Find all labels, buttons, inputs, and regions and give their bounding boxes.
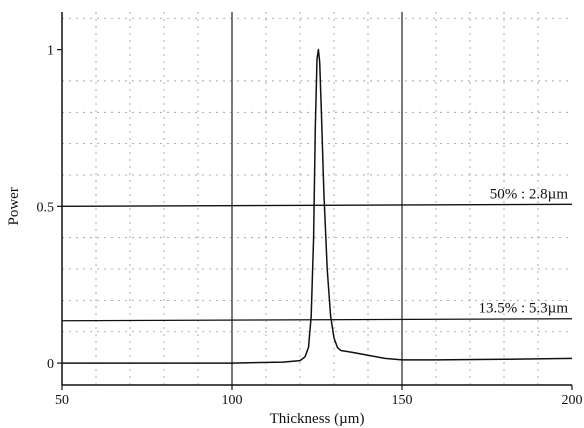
reference-line-label: 13.5% : 5.3µm bbox=[479, 301, 569, 317]
reference-line-label: 50% : 2.8µm bbox=[490, 186, 569, 202]
x-axis-label: Thickness (µm) bbox=[270, 411, 365, 427]
y-tick-label: 1 bbox=[47, 44, 54, 59]
y-tick-label: 0.5 bbox=[37, 200, 55, 215]
grid bbox=[62, 12, 572, 385]
y-tick-label: 0 bbox=[47, 357, 54, 372]
reference-line bbox=[61, 203, 573, 207]
x-tick-label: 200 bbox=[562, 393, 583, 408]
axes bbox=[61, 12, 572, 386]
y-axis-label: Power bbox=[6, 187, 22, 225]
series-layer bbox=[62, 48, 573, 364]
x-tick-label: 50 bbox=[55, 393, 69, 408]
series-line bbox=[62, 48, 573, 364]
reference-line bbox=[61, 318, 573, 322]
tick-labels: 50 100 150 200 0 0.5 1 bbox=[37, 44, 583, 408]
x-tick-label: 150 bbox=[392, 393, 413, 408]
reference-lines: 50% : 2.8µm 13.5% : 5.3µm bbox=[61, 186, 573, 322]
x-tick-label: 100 bbox=[222, 393, 243, 408]
